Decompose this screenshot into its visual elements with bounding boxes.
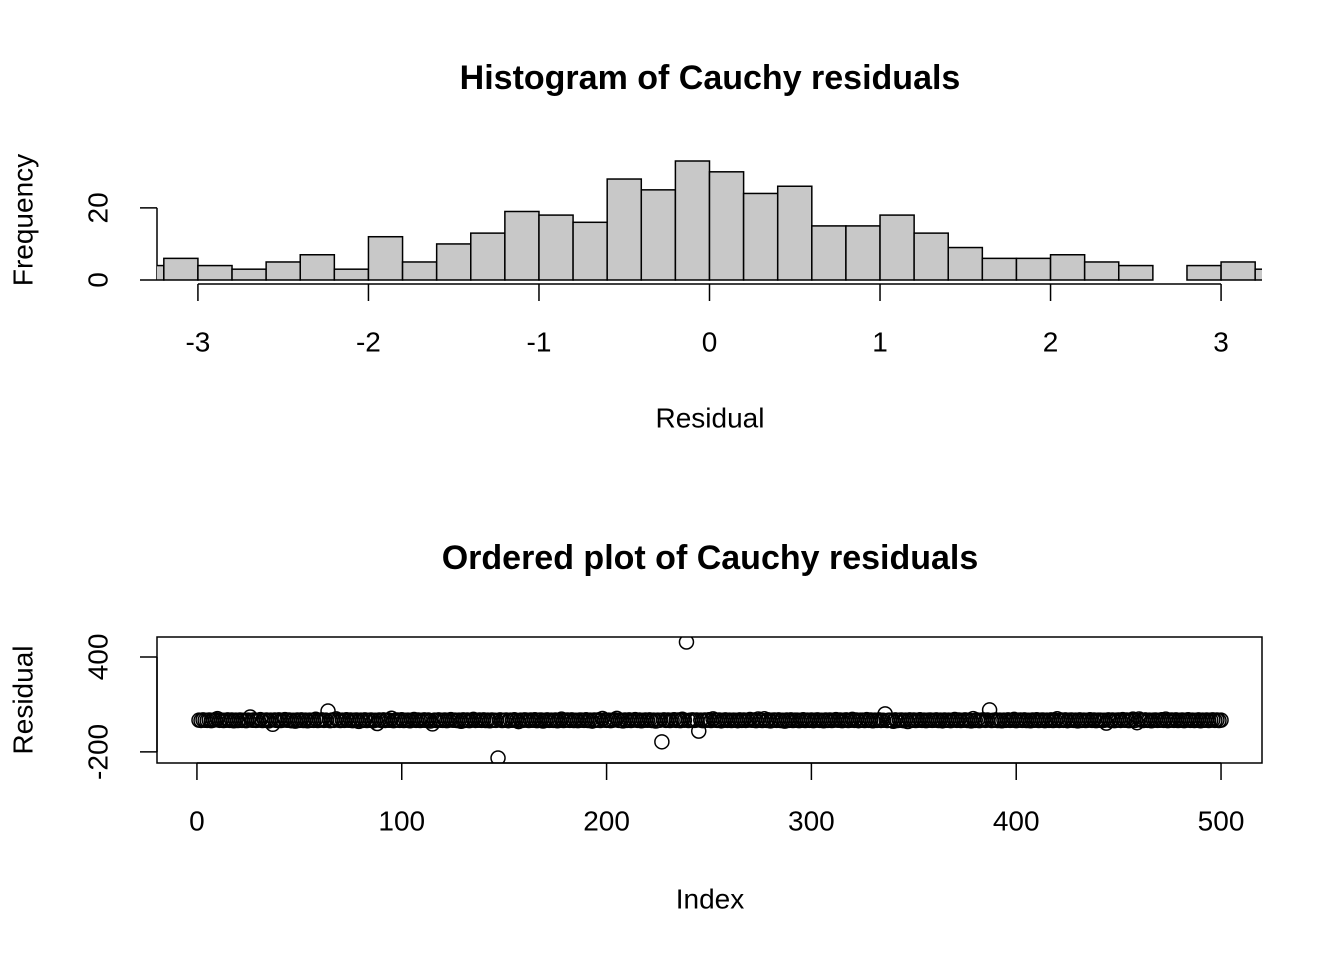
- y-tick-label: 0: [82, 272, 113, 288]
- bar: [197, 264, 233, 281]
- bar: [674, 160, 711, 281]
- bar: [231, 268, 267, 281]
- point: [676, 712, 693, 728]
- point: [678, 637, 695, 650]
- bar: [947, 246, 984, 281]
- x-tick-label: 2: [1043, 326, 1059, 357]
- plot-area: [157, 160, 1262, 281]
- point: [490, 750, 506, 763]
- x-tick-label: 500: [1198, 805, 1245, 836]
- bar: [1220, 261, 1256, 281]
- bar: [742, 192, 779, 281]
- point: [1213, 712, 1229, 728]
- bar: [981, 257, 1018, 281]
- y-axis-label: Frequency: [7, 154, 38, 286]
- bar: [640, 189, 677, 281]
- y-tick-label: 400: [82, 634, 113, 681]
- chart-title: Ordered plot of Cauchy residuals: [442, 539, 979, 577]
- bar: [1083, 261, 1120, 281]
- bar: [1049, 254, 1086, 281]
- x-tick-label: 0: [702, 326, 718, 357]
- bar: [1186, 264, 1222, 281]
- bar: [811, 225, 847, 281]
- point: [654, 734, 670, 750]
- bar: [879, 214, 915, 281]
- x-tick-label: 200: [583, 805, 630, 836]
- bar: [845, 225, 881, 281]
- bar: [1254, 268, 1262, 281]
- x-tick-label: 3: [1213, 326, 1229, 357]
- chart-title: Histogram of Cauchy residuals: [460, 59, 961, 97]
- x-axis-label: Residual: [656, 402, 765, 433]
- x-tick-label: -2: [356, 326, 381, 357]
- bar: [367, 235, 404, 281]
- bar: [163, 257, 199, 281]
- plot-box: [156, 636, 1263, 764]
- bar: [265, 261, 301, 281]
- x-tick-label: 100: [378, 805, 425, 836]
- bar: [435, 243, 472, 281]
- x-axis-label: Index: [676, 883, 745, 914]
- bar: [333, 268, 370, 281]
- bar: [913, 232, 949, 281]
- point: [305, 712, 322, 729]
- bar: [776, 185, 813, 281]
- bar: [572, 221, 608, 281]
- bar: [1118, 264, 1154, 281]
- bar: [299, 254, 336, 281]
- bar: [470, 232, 506, 281]
- x-tick-label: -1: [527, 326, 552, 357]
- bar: [401, 261, 438, 281]
- plot-area: [191, 637, 1229, 763]
- bar: [606, 178, 643, 281]
- x-tick-label: -3: [185, 326, 210, 357]
- bar: [504, 210, 540, 281]
- x-tick-label: 1: [872, 326, 888, 357]
- y-tick-label: -200: [82, 724, 113, 780]
- bar: [708, 171, 745, 281]
- bar: [1015, 257, 1052, 281]
- y-axis-label: Residual: [7, 646, 38, 755]
- x-tick-label: 300: [788, 805, 835, 836]
- y-tick-label: 20: [82, 192, 113, 223]
- x-tick-label: 400: [993, 805, 1040, 836]
- bar: [157, 264, 165, 281]
- x-tick-label: 0: [189, 805, 205, 836]
- bar: [538, 214, 574, 281]
